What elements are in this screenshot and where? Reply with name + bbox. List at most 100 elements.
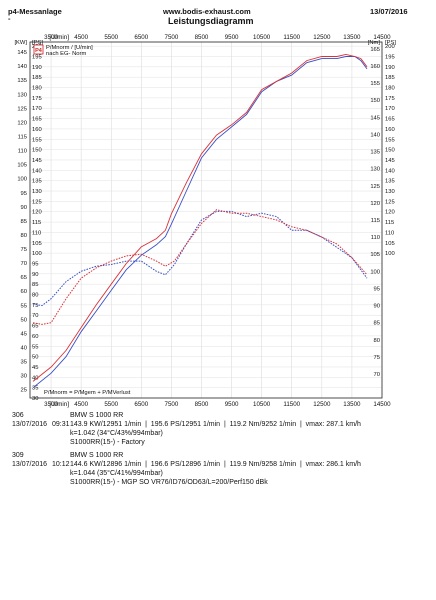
- kw-tick-label: 45: [21, 331, 27, 337]
- nm-tick-label: 150: [370, 98, 380, 104]
- nm-tick-label: 140: [370, 132, 380, 138]
- ps-tick-label: 140: [32, 168, 42, 174]
- x-tick-label-top: 4500: [74, 34, 88, 41]
- x-unit-top: [U/min]: [49, 34, 69, 41]
- kw-tick-label: 115: [18, 134, 27, 140]
- legend-line-2: nach EG- Norm: [46, 51, 86, 57]
- ps-tick-label: 150: [32, 148, 42, 154]
- run-time: 10:12: [52, 461, 70, 468]
- ps-tick-label: 180: [32, 86, 42, 92]
- nm-tick-label: 135: [370, 150, 380, 156]
- ps-right-tick-label: 125: [385, 199, 395, 205]
- run-config: S1000RR(15-) - MGP SO VR76/ID76/OD63/L=2…: [70, 479, 268, 486]
- x-tick-label-top: 3500: [44, 34, 58, 41]
- x-tick-label-top: 6500: [134, 34, 148, 41]
- ps-tick-label: 125: [32, 199, 42, 205]
- kw-tick-label: 125: [17, 106, 27, 112]
- kw-tick-label: 90: [21, 205, 27, 211]
- x-tick-label-bottom: 11500: [283, 401, 300, 408]
- ps-right-tick-label: 115: [385, 220, 394, 226]
- kw-tick-label: 25: [21, 388, 27, 394]
- chart-legend: P4 P/Mnorm / [U/min]nach EG- Norm P/Mnorm …: [33, 44, 131, 396]
- ps-right-tick-label: 130: [385, 189, 395, 195]
- x-tick-label-bottom: 13500: [343, 401, 361, 408]
- x-tick-label-top: 8500: [195, 34, 209, 41]
- torque-line-309: [32, 209, 368, 325]
- x-tick-label-bottom: 8500: [195, 401, 209, 408]
- nm-unit: [Nm]: [368, 40, 381, 46]
- ps-tick-label: 130: [32, 189, 42, 195]
- kw-tick-label: 50: [21, 317, 27, 323]
- kw-tick-label: 65: [21, 275, 27, 281]
- nm-tick-label: 145: [370, 115, 380, 121]
- nm-tick-label: 100: [370, 269, 380, 275]
- run-id: 309: [12, 452, 24, 459]
- ps-right-tick-label: 110: [385, 230, 394, 236]
- nm-tick-label: 120: [370, 201, 380, 207]
- nm-tick-label: 165: [370, 47, 380, 53]
- kw-tick-label: 80: [21, 233, 27, 239]
- ps-tick-label: 165: [32, 117, 42, 123]
- x-tick-label-bottom: 5500: [104, 401, 118, 408]
- ps-tick-label: 100: [32, 251, 42, 257]
- x-tick-label-bottom: 12500: [313, 401, 331, 408]
- nm-tick-label: 95: [374, 286, 380, 292]
- kw-tick-label: 95: [21, 191, 27, 197]
- x-tick-label-top: 7500: [165, 34, 179, 41]
- kw-tick-label: 140: [17, 64, 27, 70]
- x-tick-label-bottom: 4500: [74, 401, 88, 408]
- ps-tick-label: 30: [32, 396, 38, 402]
- kw-tick-label: 145: [17, 50, 27, 56]
- ps-tick-label: 145: [32, 158, 42, 164]
- x-tick-label-bottom: 9500: [225, 401, 239, 408]
- ps-right-tick-label: 100: [385, 251, 395, 257]
- kw-tick-label: 85: [21, 219, 27, 225]
- kw-tick-label: 130: [17, 92, 27, 98]
- nm-tick-label: 70: [374, 372, 380, 378]
- ps-right-tick-label: 150: [385, 148, 395, 154]
- nm-tick-label: 115: [371, 218, 380, 224]
- ps-tick-label: 90: [32, 272, 38, 278]
- chart-lines: [32, 53, 368, 389]
- ps-tick-label: 175: [32, 96, 42, 102]
- x-tick-label-bottom: 14500: [373, 401, 391, 408]
- ps-right-tick-label: 190: [385, 65, 395, 71]
- run-date: 13/07/2016: [12, 461, 48, 468]
- ps-right-tick-label: 105: [385, 241, 395, 247]
- ps-tick-label: 40: [32, 375, 38, 381]
- ps-tick-label: 120: [32, 210, 42, 216]
- x-unit-bottom: [U/min]: [49, 401, 69, 408]
- run-values: 143.9 KW/12951 1/min | 195.6 PS/12951 1/…: [70, 421, 361, 428]
- ps-tick-label: 185: [32, 75, 42, 81]
- ps-right-tick-label: 160: [385, 127, 395, 133]
- run-name: BMW S 1000 RR: [70, 412, 124, 419]
- kw-tick-label: 70: [21, 261, 27, 267]
- kw-tick-label: 105: [17, 163, 27, 169]
- ps-tick-label: 95: [32, 261, 38, 267]
- x-tick-label-top: 9500: [225, 34, 239, 41]
- ps-right-tick-label: 175: [385, 96, 395, 102]
- legend-line-1: P/Mnorm / [U/min]: [46, 45, 93, 51]
- kw-tick-label: 135: [17, 78, 27, 84]
- ps-tick-label: 60: [32, 334, 38, 340]
- x-tick-label-bottom: 10500: [253, 401, 271, 408]
- x-tick-label-bottom: 6500: [134, 401, 148, 408]
- ps-right-tick-label: 135: [385, 179, 395, 185]
- nm-tick-label: 85: [374, 321, 380, 327]
- ps-right-tick-label: 165: [385, 117, 395, 123]
- ps-right-tick-label: 155: [385, 137, 395, 143]
- ps-tick-label: 80: [32, 293, 38, 299]
- kw-unit: [KW]: [14, 40, 27, 46]
- ps-right-tick-label: 185: [385, 75, 395, 81]
- x-tick-label-bottom: 3500: [44, 401, 58, 408]
- ps-tick-label: 170: [32, 106, 42, 112]
- ps-tick-label: 70: [32, 313, 38, 319]
- ps-right-tick-label: 120: [385, 210, 395, 216]
- ps-right-tick-label: 145: [385, 158, 395, 164]
- header-left: p4-Messanlage: [8, 7, 62, 16]
- ps-tick-label: 45: [32, 365, 38, 371]
- ps-tick-label: 35: [32, 386, 38, 392]
- nm-tick-label: 90: [374, 304, 380, 310]
- ps-tick-label: 55: [32, 344, 38, 350]
- run-id: 306: [12, 412, 24, 419]
